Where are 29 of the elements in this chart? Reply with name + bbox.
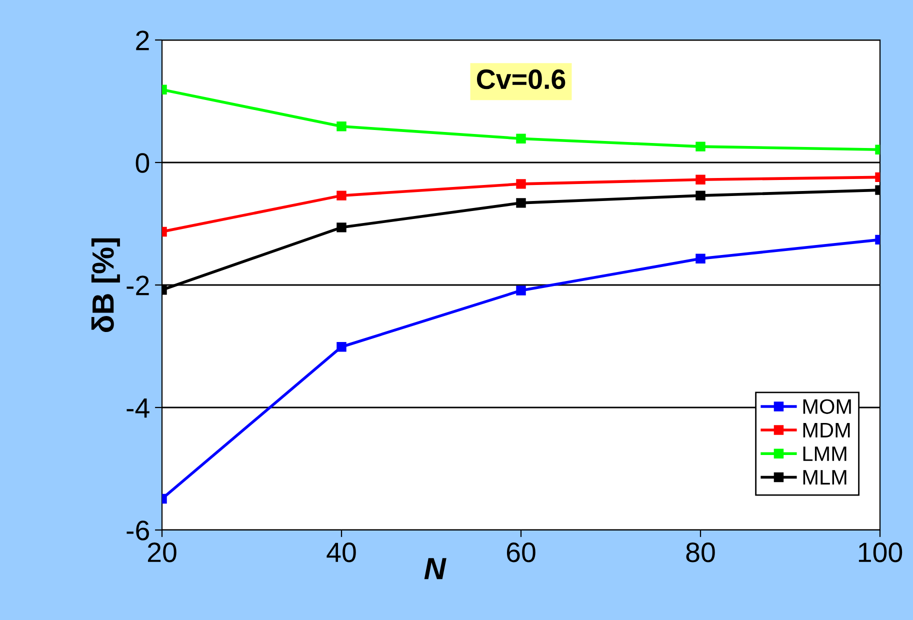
x-tick-label: 40 [326,542,356,562]
point [516,134,526,144]
y-tick-label: 0 [136,153,150,173]
point [336,122,346,132]
y-axis-title: δB [%] [91,238,120,332]
point [336,190,346,200]
point [516,198,526,208]
x-tick-label: 60 [506,542,536,562]
y-tick-label: 2 [136,30,149,50]
point [516,286,526,296]
x-tick-label: 20 [148,542,176,562]
point [516,179,526,189]
y-tick-label: -2 [126,276,149,296]
annotation: Cv=0.6 [476,69,566,90]
legend-label: MOM [803,399,851,414]
point [696,142,706,152]
point [336,342,346,352]
x-axis-title: N [424,558,446,580]
y-tick-label: -6 [126,520,149,540]
x-tick-label: 100 [858,542,902,562]
y-tick-label: -4 [126,398,150,418]
legend-label: LMM [803,446,846,461]
x-tick-label: 80 [686,542,715,562]
point [696,190,706,200]
point [336,222,346,232]
legend-label: MDM [803,423,850,438]
legend-label: MLM [803,470,846,485]
point [696,174,706,185]
point [696,254,706,264]
